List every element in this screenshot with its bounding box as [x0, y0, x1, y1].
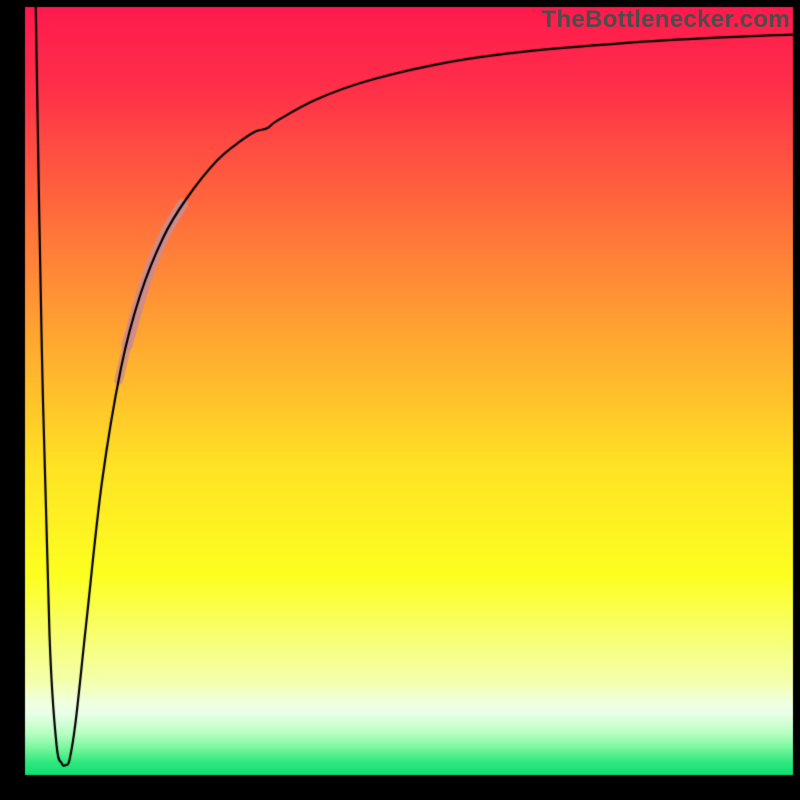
bottleneck-curve-chart	[0, 0, 800, 800]
chart-root: TheBottlenecker.com	[0, 0, 800, 800]
